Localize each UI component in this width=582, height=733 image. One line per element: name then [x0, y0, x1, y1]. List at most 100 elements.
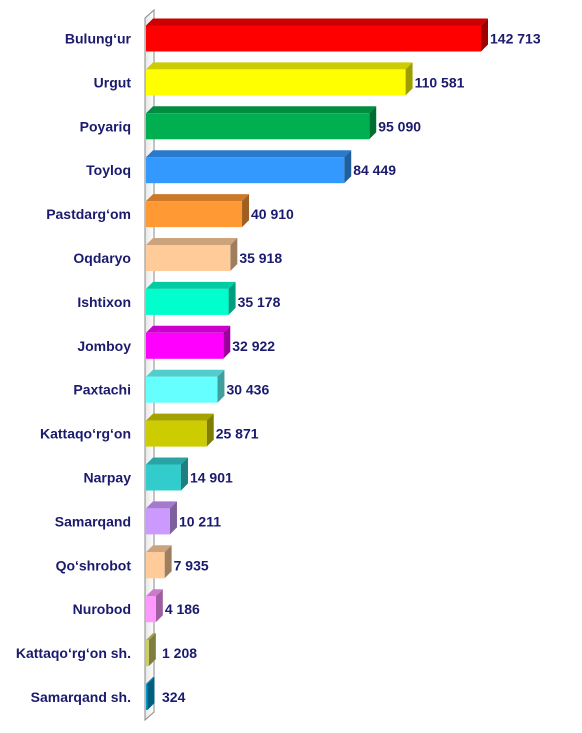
bar [146, 413, 214, 447]
bar-side-face [217, 369, 225, 403]
category-label: Poyariq [80, 118, 131, 134]
bar [146, 677, 155, 710]
category-label: Bulung‘ur [65, 31, 132, 47]
value-label: 35 178 [238, 294, 281, 310]
bar-side-face [155, 589, 163, 623]
value-label: 1 208 [162, 645, 197, 661]
category-label: Toyloq [86, 162, 131, 178]
category-label: Qo‘shrobot [56, 557, 132, 573]
bar-front-face [146, 508, 170, 535]
value-label: 95 090 [378, 118, 421, 134]
value-label: 35 918 [239, 250, 282, 266]
category-label: Ishtixon [77, 294, 131, 310]
value-label: 110 581 [415, 74, 465, 90]
category-label: Samarqand [55, 513, 131, 529]
value-label: 324 [162, 689, 186, 705]
bar-front-face [146, 684, 148, 710]
bar [146, 150, 352, 184]
category-label: Paxtachi [73, 382, 131, 398]
bar [146, 545, 172, 579]
bar-top-face [146, 325, 231, 333]
bar-side-face [169, 501, 177, 535]
bar-top-face [146, 62, 413, 70]
axis-wall [144, 8, 155, 722]
bar-front-face [146, 245, 231, 271]
bar-side-face [147, 677, 155, 710]
bar [146, 457, 188, 491]
bar [146, 62, 413, 96]
category-label: Narpay [84, 470, 132, 486]
value-label: 32 922 [232, 338, 275, 354]
value-label: 40 910 [251, 206, 294, 222]
bar [146, 281, 236, 315]
bar [146, 18, 488, 52]
bar-top-face [146, 413, 214, 421]
bar-front-face [146, 25, 481, 52]
bar-side-face [148, 633, 156, 667]
bar-top-face [146, 633, 156, 641]
bar-top-face [146, 281, 236, 289]
category-label: Kattaqo‘rg‘on [40, 426, 131, 442]
bar [146, 238, 238, 271]
value-label: 25 871 [216, 426, 259, 442]
bar [146, 589, 163, 623]
value-label: 7 935 [174, 557, 209, 573]
value-label: 14 901 [190, 470, 233, 486]
bar-front-face [146, 640, 149, 667]
bar-front-face [146, 464, 181, 491]
bar-side-face [164, 545, 172, 579]
category-label: Kattaqo‘rg‘on sh. [16, 645, 131, 661]
bar-side-face [369, 106, 377, 140]
bar-side-face [180, 457, 188, 491]
bar-top-face [146, 238, 238, 245]
bar-top-face [146, 501, 177, 509]
category-label: Samarqand sh. [31, 689, 131, 705]
bar [146, 633, 156, 667]
bar-top-face [146, 545, 172, 553]
value-label: 10 211 [179, 513, 221, 529]
bar-side-face [223, 325, 231, 359]
bar-side-face [230, 238, 238, 271]
bar-top-face [146, 150, 352, 158]
bar-front-face [146, 113, 370, 140]
bar [146, 325, 231, 359]
category-label: Jomboy [77, 338, 131, 354]
bar-side-face [242, 194, 250, 228]
category-label: Pastdarg‘om [46, 206, 131, 222]
bar-top-face [146, 106, 377, 114]
bar-top-face [146, 18, 488, 26]
bars-group [146, 18, 488, 710]
value-label: 30 436 [226, 382, 269, 398]
bar-side-face [228, 281, 236, 315]
value-labels: 142 713 110 581 95 090 84 449 40 910 35 918 35… [162, 31, 541, 706]
bar-front-face [146, 332, 224, 359]
category-label: Oqdaryo [73, 250, 131, 266]
bar [146, 194, 250, 228]
bar [146, 501, 177, 535]
bar-top-face [146, 677, 155, 684]
bar [146, 106, 377, 140]
bar-front-face [146, 288, 229, 315]
category-labels: Bulung‘ur Urgut Poyariq Toyloq Pastdarg‘om Oq… [16, 31, 132, 706]
bar-side-face [481, 18, 488, 52]
value-label: 84 449 [353, 162, 396, 178]
bar-side-face [344, 150, 352, 184]
bar-front-face [146, 376, 218, 403]
bar [146, 369, 225, 403]
bar-top-face [146, 194, 250, 202]
bar-top-face [146, 589, 163, 597]
category-label: Nurobod [73, 601, 131, 617]
value-label: 4 186 [165, 601, 200, 617]
category-label: Urgut [94, 74, 132, 90]
value-label: 142 713 [490, 31, 541, 47]
bar-top-face [146, 457, 188, 465]
bar-front-face [146, 201, 243, 228]
bar-front-face [146, 552, 165, 579]
bar-front-face [146, 69, 406, 96]
bar-side-face [206, 413, 214, 447]
bar-front-face [146, 596, 156, 623]
bar-front-face [146, 157, 345, 184]
bar-top-face [146, 369, 225, 377]
bar-front-face [146, 420, 207, 447]
